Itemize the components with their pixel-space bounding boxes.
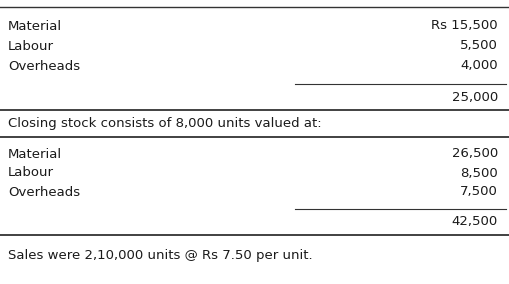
Text: Material: Material <box>8 147 62 160</box>
Text: 25,000: 25,000 <box>451 91 498 103</box>
Text: 26,500: 26,500 <box>451 147 498 160</box>
Text: Labour: Labour <box>8 166 54 179</box>
Text: Overheads: Overheads <box>8 185 80 199</box>
Text: 4,000: 4,000 <box>460 60 498 72</box>
Text: Rs 15,500: Rs 15,500 <box>431 20 498 32</box>
Text: 42,500: 42,500 <box>451 216 498 229</box>
Text: Sales were 2,10,000 units @ Rs 7.50 per unit.: Sales were 2,10,000 units @ Rs 7.50 per … <box>8 250 313 262</box>
Text: Closing stock consists of 8,000 units valued at:: Closing stock consists of 8,000 units va… <box>8 118 322 131</box>
Text: 5,500: 5,500 <box>460 39 498 53</box>
Text: Labour: Labour <box>8 39 54 53</box>
Text: 7,500: 7,500 <box>460 185 498 199</box>
Text: Overheads: Overheads <box>8 60 80 72</box>
Text: Material: Material <box>8 20 62 32</box>
Text: 8,500: 8,500 <box>460 166 498 179</box>
